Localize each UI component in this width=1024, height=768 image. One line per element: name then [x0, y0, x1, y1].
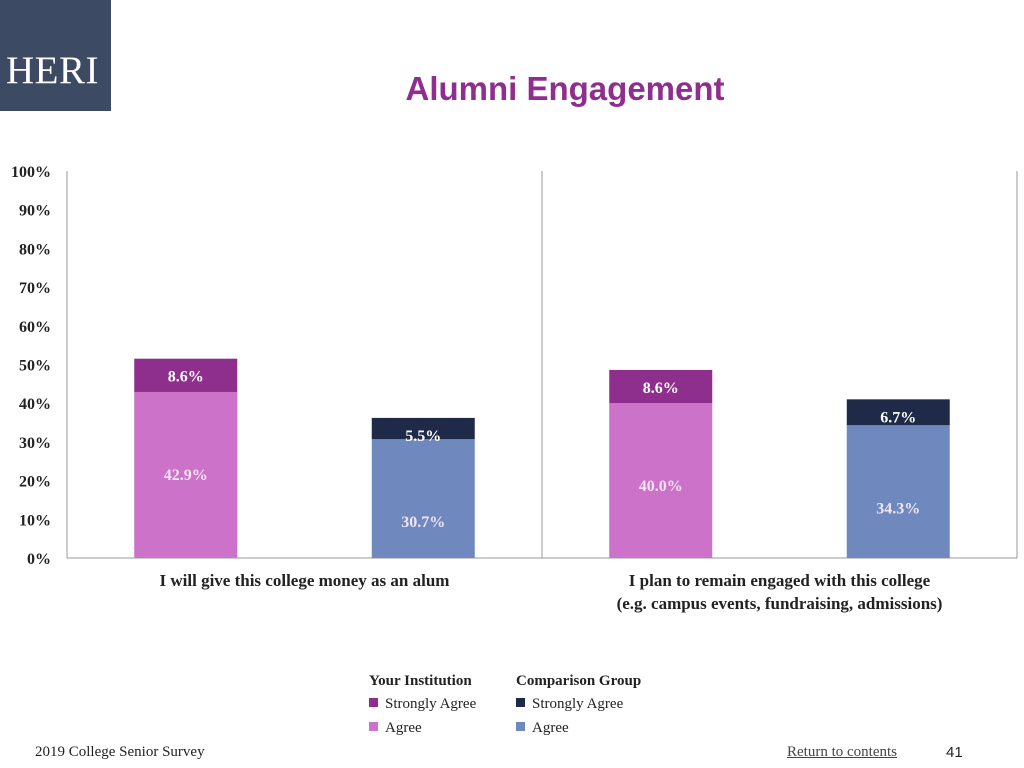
legend-item-institution-agree: Agree [369, 716, 476, 740]
legend-title-comparison: Comparison Group [516, 673, 642, 689]
y-tick-label: 60% [19, 319, 51, 336]
bar-segment [846, 399, 950, 426]
data-label: 8.6% [643, 380, 679, 397]
y-tick-label: 90% [19, 203, 51, 220]
legend-your-institution: Your Institution Strongly Agree Agree [369, 670, 476, 740]
bar-segment [371, 417, 475, 440]
stacked-bar-chart: 0% 10% 20% 30% 40% 50% 60% 70% 80% 90% 100% 42.9% 8.… [11, 164, 1018, 613]
legend-item-comparison-strongly-agree: Strongly Agree [516, 692, 641, 716]
heri-logo: HERI [0, 0, 111, 111]
y-tick-label: 40% [19, 396, 51, 413]
category-label: I will give this college money as an alu… [160, 571, 450, 590]
y-tick-label: 30% [19, 435, 51, 452]
data-label: 42.9% [164, 467, 208, 484]
bar-segment [134, 358, 238, 392]
survey-name: 2019 College Senior Survey [35, 744, 205, 760]
bar-segment [846, 425, 950, 558]
y-tick-label: 80% [19, 241, 51, 258]
bar-segment [134, 391, 238, 558]
y-tick-label: 0% [27, 551, 51, 568]
legend-swatch [516, 698, 525, 707]
page-title: Alumni Engagement [405, 70, 725, 107]
y-tick-label: 20% [19, 474, 51, 491]
return-to-contents-link[interactable]: Return to contents [787, 744, 897, 760]
data-label: 40.0% [639, 478, 683, 495]
data-label: 6.7% [880, 409, 916, 426]
data-label: 8.6% [168, 369, 204, 386]
legend-comparison-group: Comparison Group Strongly Agree Agree [516, 670, 641, 740]
legend-label: Agree [532, 720, 569, 736]
data-label: 5.5% [405, 428, 441, 445]
bar-segment [609, 403, 713, 558]
legend-swatch [369, 698, 378, 707]
data-label: 34.3% [876, 500, 920, 517]
legend-item-institution-strongly-agree: Strongly Agree [369, 692, 476, 716]
legend-label: Agree [385, 720, 422, 736]
legend-title-institution: Your Institution [369, 673, 472, 689]
legend-item-comparison-agree: Agree [516, 716, 641, 740]
y-tick-label: 70% [19, 280, 51, 297]
category-label: (e.g. campus events, fundraising, admiss… [617, 594, 943, 613]
legend-label: Strongly Agree [532, 696, 624, 712]
logo-text: HERI [6, 49, 99, 92]
legend-swatch [516, 722, 525, 731]
legend-label: Strongly Agree [385, 696, 477, 712]
category-label: I plan to remain engaged with this colle… [629, 571, 931, 590]
bar-segment [371, 439, 475, 558]
page-number: 41 [946, 744, 963, 761]
data-label: 30.7% [401, 514, 445, 531]
y-tick-label: 100% [11, 164, 51, 181]
y-tick-label: 10% [19, 512, 51, 529]
bar-segment [609, 369, 713, 404]
y-tick-label: 50% [19, 358, 51, 375]
legend-swatch [369, 722, 378, 731]
